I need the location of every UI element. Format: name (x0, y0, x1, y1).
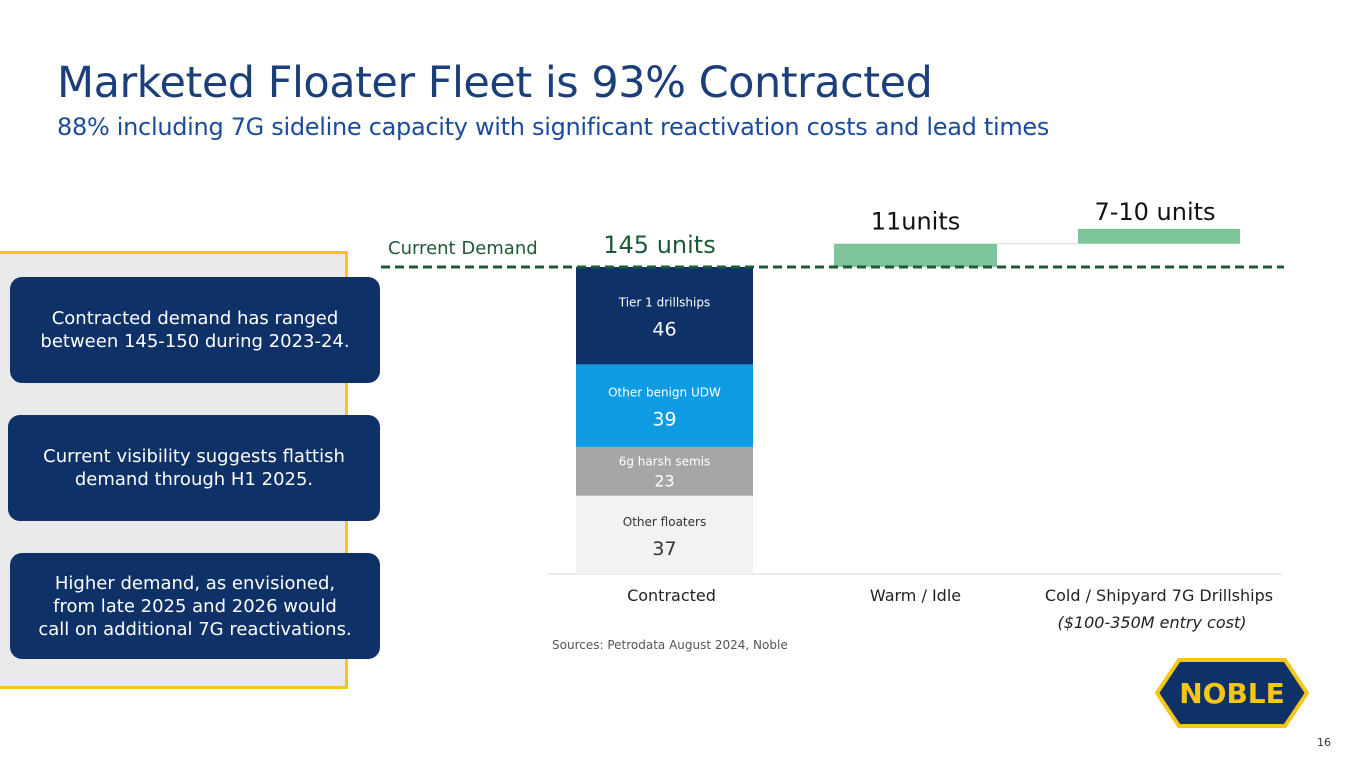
bar-segment-6g-harsh-semis (576, 446, 753, 496)
cold-shipyard-label: 7-10 units (1094, 198, 1215, 226)
segment-name-label: Other benign UDW (608, 386, 721, 400)
category-sublabel: ($100-350M entry cost) (1058, 613, 1247, 632)
callout-line: between 145-150 during 2023-24. (40, 331, 350, 352)
callout-line: Contracted demand has ranged (51, 308, 339, 329)
logo-wordmark: NOBLE (1179, 677, 1285, 710)
callout-line: call on additional 7G reactivations. (38, 618, 352, 640)
page-number: 16 (1317, 736, 1331, 749)
bar-segment-tier-1-drillships (576, 267, 753, 365)
segment-value-label: 23 (654, 471, 674, 490)
source-note: Sources: Petrodata August 2024, Noble (552, 638, 788, 652)
logo-hexagon-shape (1155, 658, 1309, 728)
callout-line: Higher demand, as envisioned, (54, 572, 336, 594)
category-label: Cold / Shipyard 7G Drillships (1045, 586, 1273, 605)
callout-visibility: Current visibility suggests flattish dem… (8, 415, 380, 521)
callout-line: from late 2025 and 2026 would (53, 595, 337, 617)
segment-name-label: Other floaters (623, 515, 706, 529)
bar-segment-other-benign-udw (576, 364, 753, 447)
bar-warm-idle (834, 243, 997, 267)
page-subtitle: 88% including 7G sideline capacity with … (57, 113, 1050, 141)
segment-name-label: Tier 1 drillships (618, 296, 711, 310)
bar-cold-shipyard (1078, 228, 1240, 244)
callout-line: demand through H1 2025. (74, 469, 314, 490)
segment-value-label: 37 (652, 538, 676, 560)
noble-logo: NOBLE (1155, 658, 1309, 728)
warm-idle-label: 11units (871, 208, 961, 236)
segment-value-label: 39 (652, 409, 676, 431)
current-demand-label: Current Demand (388, 238, 538, 259)
category-label: Warm / Idle (870, 586, 961, 605)
category-label: Contracted (627, 586, 716, 605)
segment-name-label: 6g harsh semis (619, 454, 711, 468)
callout-higher-demand: Higher demand, as envisioned, from late … (10, 553, 380, 659)
bar-segment-other-floaters (576, 495, 753, 574)
contracted-total-label: 145 units (603, 231, 715, 259)
segment-value-label: 46 (652, 319, 676, 341)
page-title: Marketed Floater Fleet is 93% Contracted (57, 58, 933, 108)
callout-contracted-demand: Contracted demand has ranged between 145… (10, 277, 380, 383)
callout-line: Current visibility suggests flattish (43, 446, 345, 467)
